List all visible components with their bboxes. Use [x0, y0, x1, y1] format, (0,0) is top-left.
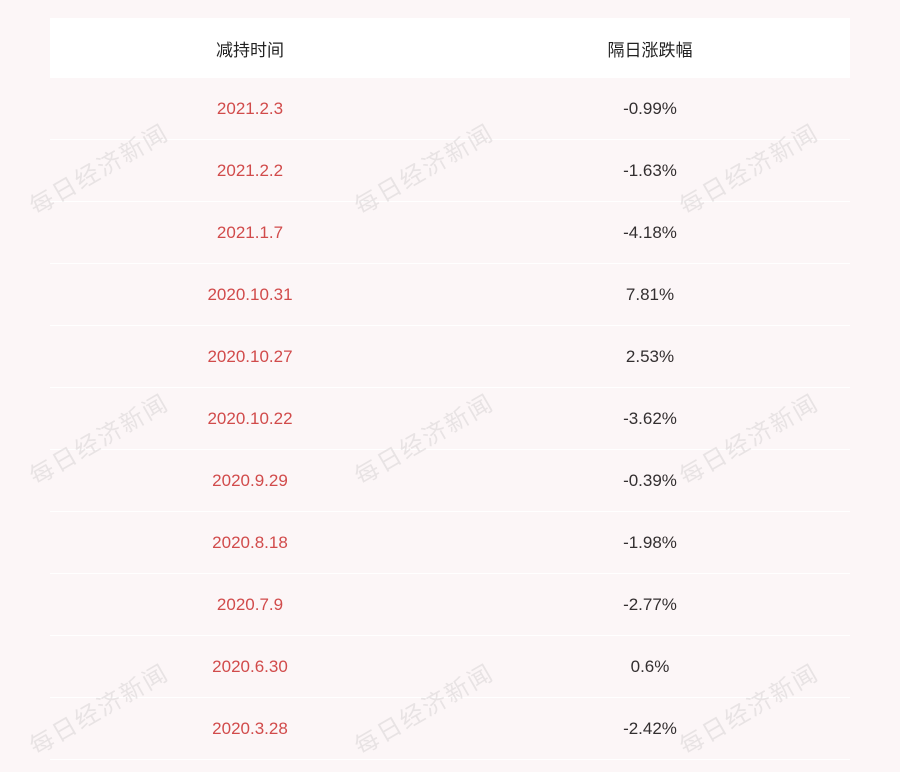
table-row: 2020.9.29-0.39%	[50, 450, 850, 512]
cell-pct: -1.98%	[450, 533, 850, 553]
cell-pct: 7.81%	[450, 285, 850, 305]
cell-date: 2020.10.27	[50, 347, 450, 367]
table-row: 2020.6.300.6%	[50, 636, 850, 698]
cell-date: 2021.1.7	[50, 223, 450, 243]
table-header-row: 减持时间 隔日涨跌幅	[50, 18, 850, 78]
table-row: 2020.8.18-1.98%	[50, 512, 850, 574]
cell-pct: -2.77%	[450, 595, 850, 615]
table-row: 2021.1.7-4.18%	[50, 202, 850, 264]
cell-date: 2020.3.28	[50, 719, 450, 739]
cell-date: 2021.2.2	[50, 161, 450, 181]
cell-pct: 2.53%	[450, 347, 850, 367]
cell-pct: -2.42%	[450, 719, 850, 739]
cell-pct: -0.39%	[450, 471, 850, 491]
table-row: 2020.7.9-2.77%	[50, 574, 850, 636]
cell-pct: -1.63%	[450, 161, 850, 181]
table-body: 2021.2.3-0.99%2021.2.2-1.63%2021.1.7-4.1…	[50, 78, 850, 760]
cell-date: 2021.2.3	[50, 99, 450, 119]
cell-date: 2020.7.9	[50, 595, 450, 615]
cell-pct: -4.18%	[450, 223, 850, 243]
table-row: 2020.10.272.53%	[50, 326, 850, 388]
cell-pct: -3.62%	[450, 409, 850, 429]
table-row: 2021.2.3-0.99%	[50, 78, 850, 140]
data-table: 减持时间 隔日涨跌幅 2021.2.3-0.99%2021.2.2-1.63%2…	[50, 18, 850, 760]
cell-date: 2020.10.31	[50, 285, 450, 305]
cell-date: 2020.6.30	[50, 657, 450, 677]
table-row: 2020.10.317.81%	[50, 264, 850, 326]
cell-date: 2020.8.18	[50, 533, 450, 553]
col-header-date: 减持时间	[50, 36, 450, 61]
table-row: 2021.2.2-1.63%	[50, 140, 850, 202]
cell-date: 2020.9.29	[50, 471, 450, 491]
cell-pct: -0.99%	[450, 99, 850, 119]
cell-date: 2020.10.22	[50, 409, 450, 429]
table-row: 2020.10.22-3.62%	[50, 388, 850, 450]
cell-pct: 0.6%	[450, 657, 850, 677]
table-row: 2020.3.28-2.42%	[50, 698, 850, 760]
col-header-pct: 隔日涨跌幅	[450, 36, 850, 61]
